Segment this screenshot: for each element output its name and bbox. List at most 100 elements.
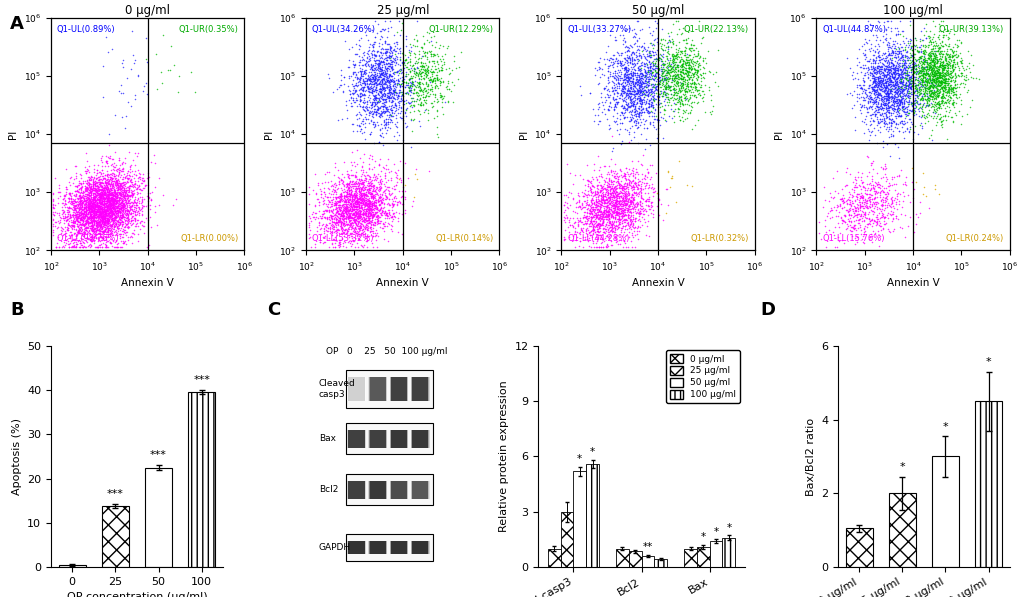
Point [98, 199, 114, 209]
Point [315, 210, 331, 219]
Point [404, 93, 420, 103]
Point [107, 221, 123, 230]
Point [601, 233, 618, 243]
Point [362, 208, 378, 218]
Point [361, 56, 377, 66]
Point [879, 102, 896, 112]
Point [605, 184, 622, 193]
Point [404, 81, 420, 91]
Point [377, 177, 393, 187]
Point [429, 70, 445, 80]
Point [396, 72, 413, 81]
Point [355, 76, 371, 86]
Point [899, 56, 915, 65]
Point [424, 71, 440, 81]
Point [334, 207, 351, 216]
Point [622, 178, 638, 187]
Point [376, 106, 392, 116]
Point [643, 72, 659, 81]
Point [360, 202, 376, 212]
Point [403, 46, 419, 56]
Point [111, 204, 127, 214]
Point [862, 93, 878, 102]
Point [339, 212, 356, 221]
Point [599, 201, 615, 210]
Point [627, 77, 643, 87]
Point [67, 210, 84, 220]
Point [894, 55, 910, 64]
Point [866, 111, 882, 121]
Point [87, 192, 103, 201]
Point [653, 45, 669, 54]
Point [91, 210, 107, 219]
Point [351, 202, 367, 212]
Point [841, 213, 857, 223]
Point [857, 53, 873, 62]
Point [868, 114, 884, 124]
Point [68, 203, 85, 213]
Point [426, 90, 442, 99]
Point [565, 195, 581, 204]
Point [88, 209, 104, 219]
Point [90, 215, 106, 224]
Point [365, 79, 381, 89]
Point [857, 213, 873, 223]
Point [119, 166, 136, 176]
Point [555, 201, 572, 210]
Point [905, 52, 921, 61]
Point [428, 74, 444, 84]
Point [672, 56, 688, 66]
Point [564, 180, 580, 189]
Point [884, 47, 901, 57]
Point [373, 110, 389, 119]
Point [890, 69, 906, 79]
Point [372, 64, 388, 74]
Point [640, 103, 656, 112]
Point [642, 58, 658, 67]
Point [360, 213, 376, 223]
Point [926, 82, 943, 92]
Point [612, 79, 629, 88]
Point [933, 97, 950, 106]
Point [604, 211, 621, 221]
Point [400, 64, 417, 73]
Point [90, 203, 106, 213]
Point [644, 67, 660, 76]
Point [931, 79, 948, 88]
Point [883, 198, 900, 208]
Point [607, 210, 624, 220]
Point [348, 221, 365, 231]
Point [73, 223, 90, 233]
Point [938, 91, 955, 101]
Point [603, 210, 620, 219]
Point [659, 74, 676, 84]
Point [640, 107, 656, 116]
Point [354, 195, 370, 205]
Point [385, 86, 401, 96]
Point [100, 218, 116, 227]
Point [589, 79, 605, 89]
Point [652, 66, 668, 75]
Point [54, 198, 70, 208]
Point [360, 215, 376, 224]
Point [907, 85, 923, 94]
Point [605, 217, 622, 226]
Point [873, 83, 890, 93]
Point [83, 198, 99, 207]
Point [677, 68, 693, 78]
Point [424, 76, 440, 85]
Point [605, 192, 622, 202]
Point [919, 41, 935, 50]
Point [356, 181, 372, 190]
Point [407, 59, 423, 68]
Point [649, 97, 665, 107]
Point [825, 192, 842, 202]
Point [879, 97, 896, 107]
Point [114, 195, 130, 205]
Point [367, 63, 383, 73]
Point [92, 243, 108, 253]
Point [368, 195, 384, 205]
Point [401, 81, 418, 91]
Point [651, 90, 667, 99]
Point [105, 199, 121, 208]
